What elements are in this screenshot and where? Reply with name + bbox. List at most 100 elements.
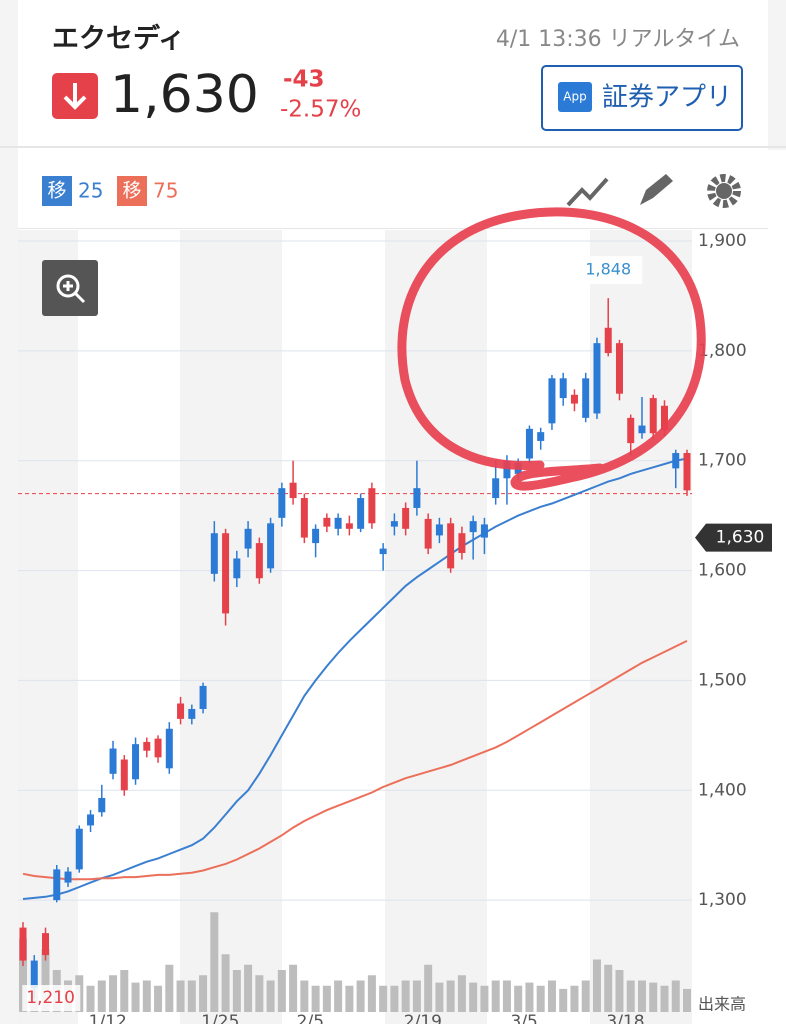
- candle-body: [75, 828, 83, 870]
- x-tick-label: 2/19: [404, 1012, 442, 1024]
- volume-bar: [435, 982, 444, 1012]
- candle-body: [132, 744, 140, 780]
- volume-bar: [424, 964, 433, 1012]
- volume-bar: [559, 988, 568, 1012]
- volume-bar: [367, 975, 376, 1012]
- volume-bar: [356, 980, 365, 1012]
- stock-name: エクセディ: [52, 23, 185, 55]
- volume-bar: [142, 980, 151, 1012]
- volume-bar: [446, 980, 455, 1012]
- candle-body: [638, 425, 646, 434]
- moving-average-line: [22, 640, 688, 881]
- candle-body: [64, 871, 72, 883]
- app-button-frame[interactable]: [541, 65, 743, 131]
- app-button-label[interactable]: 証券アプリ: [602, 83, 732, 113]
- volume-bar: [322, 985, 331, 1012]
- draw-icon[interactable]: [640, 174, 673, 205]
- candle-body: [480, 524, 488, 538]
- settings-icon[interactable]: [707, 174, 741, 208]
- candle-body: [424, 518, 432, 549]
- candle-body: [289, 482, 297, 499]
- timestamp: 4/1 13:36 リアルタイム: [496, 27, 740, 52]
- change: -43: [283, 67, 325, 93]
- volume-bar: [97, 980, 106, 1012]
- chart-type-icon[interactable]: [566, 177, 609, 207]
- zoom-glass: [56, 274, 80, 298]
- high-label-box: [574, 256, 643, 285]
- zoom-button[interactable]: [42, 260, 98, 316]
- volume-bar: [221, 954, 230, 1012]
- volume-bar: [547, 980, 556, 1012]
- moving-average-line: [22, 457, 688, 900]
- candle-body: [255, 543, 263, 579]
- volume-bar: [19, 938, 27, 1012]
- volume-bar: [244, 964, 253, 1012]
- settings-icon-core: [716, 183, 732, 199]
- zoom-handle: [63, 281, 86, 304]
- low-label: 1,210: [26, 988, 75, 1008]
- candle-body: [660, 405, 668, 430]
- x-tick-label: 3/5: [511, 1012, 538, 1024]
- candle-body: [334, 517, 342, 529]
- y-tick-label: 1,300: [698, 890, 747, 910]
- app-badge: App: [563, 90, 586, 104]
- candle-body: [87, 814, 95, 826]
- x-tick-label: 3/18: [606, 1012, 644, 1024]
- candle-body: [300, 498, 308, 538]
- y-tick-label: 1,700: [698, 451, 747, 471]
- candle-body: [593, 343, 601, 414]
- candle-body: [312, 528, 320, 544]
- x-tick-label: 2/5: [297, 1012, 324, 1024]
- candle-body: [537, 432, 545, 441]
- x-tick-label: 1/25: [201, 1012, 239, 1024]
- stripe: [590, 230, 692, 1024]
- candle-body: [604, 327, 612, 354]
- volume-bar: [120, 970, 129, 1012]
- candle-body: [120, 759, 128, 791]
- volume-bar: [514, 985, 523, 1012]
- change-percent: -2.57%: [280, 97, 361, 123]
- chart-top-line: [18, 228, 768, 229]
- volume-bar: [592, 959, 601, 1012]
- candle-body: [368, 488, 376, 524]
- x-tick-label: 1/12: [89, 1012, 127, 1024]
- app-button[interactable]: App 証券アプリ: [541, 65, 743, 131]
- candle-body: [210, 533, 218, 574]
- stripe: [18, 230, 78, 1024]
- candle-body: [278, 488, 286, 518]
- candle-body: [458, 533, 466, 553]
- candle-body: [435, 524, 443, 536]
- volume-bar: [525, 982, 534, 1012]
- last-price-label: 1,630: [716, 528, 765, 548]
- volume-bar: [266, 980, 275, 1012]
- candle-body: [98, 797, 106, 813]
- candle-body: [345, 523, 353, 529]
- low-label-box: [22, 985, 81, 1012]
- volume-bar: [457, 975, 466, 1012]
- candle-body: [177, 703, 185, 719]
- volume-bar: [277, 970, 286, 1012]
- volume-bar: [401, 980, 410, 1012]
- volume-bar: [187, 980, 196, 1012]
- candle-body: [559, 378, 567, 399]
- candle-body: [42, 933, 50, 956]
- volume-bar: [131, 982, 140, 1012]
- volume-bar: [199, 975, 208, 1012]
- volume-bar: [626, 980, 635, 1012]
- divider: [0, 146, 786, 148]
- candle-body: [447, 523, 455, 569]
- candle-body: [357, 498, 365, 529]
- candle-body: [267, 523, 275, 569]
- volume-bar: [86, 985, 95, 1012]
- down-arrow: [63, 83, 87, 110]
- candle-body: [672, 453, 680, 469]
- left-edge: [0, 0, 18, 1024]
- volume-bar: [412, 980, 421, 1012]
- volume-bar: [502, 980, 511, 1012]
- volume-bar: [165, 964, 174, 1012]
- candle-body: [143, 741, 151, 751]
- candle-body: [570, 394, 578, 404]
- candle-body: [188, 708, 196, 719]
- candle-body: [222, 533, 230, 614]
- candle-body: [492, 478, 500, 499]
